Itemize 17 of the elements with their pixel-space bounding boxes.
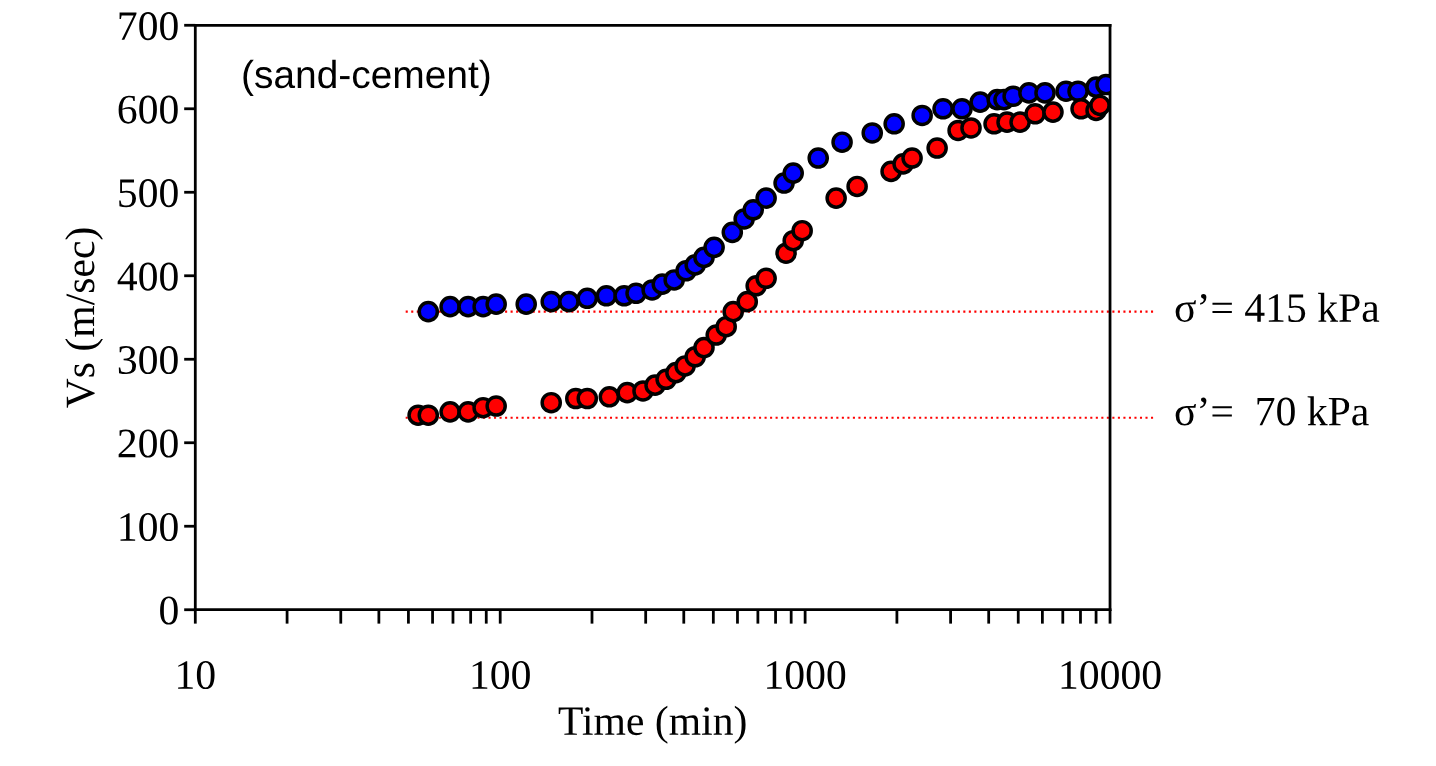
x-tick-label: 100 <box>472 660 530 690</box>
annotation: (sand-cement) <box>243 59 490 96</box>
y-tick-label: 600 <box>118 95 178 124</box>
y-tick-label: 300 <box>118 346 178 375</box>
y-tick-label: 700 <box>119 12 178 41</box>
y-tick-label: 200 <box>118 429 178 458</box>
x-tick-label: 10000 <box>1061 660 1161 690</box>
text: σ’= 415 kPa <box>1175 292 1380 323</box>
y-tick-label: 500 <box>119 179 178 208</box>
text: σ’= 70 kPa <box>1175 396 1369 426</box>
y-tick-label: 0 <box>160 596 178 625</box>
x-tick-label: 10 <box>178 660 215 690</box>
y-tick-label: 100 <box>120 512 178 542</box>
y-axis-title: Vs (m/sec) <box>65 228 103 408</box>
x-tick-label: 1000 <box>767 660 846 690</box>
x-axis-title: Time (min) <box>558 705 746 744</box>
y-tick-label: 400 <box>117 262 178 291</box>
